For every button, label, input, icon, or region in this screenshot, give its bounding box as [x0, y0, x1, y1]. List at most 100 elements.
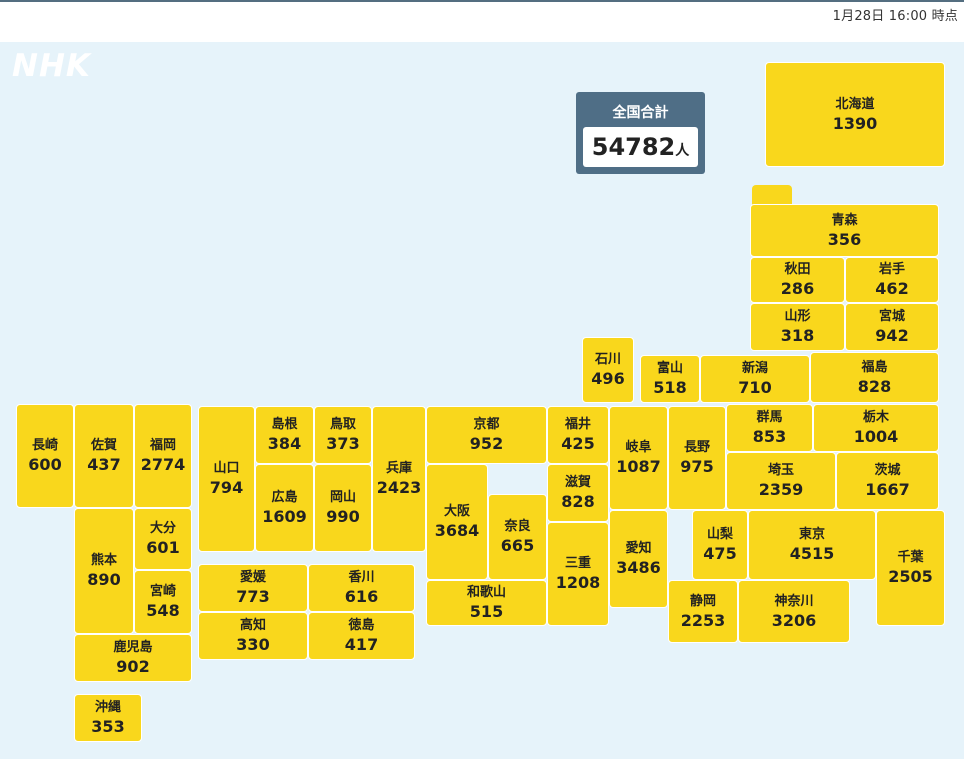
- prefecture-tile: 福井 425: [547, 406, 609, 464]
- prefecture-tile: 香川 616: [308, 564, 415, 612]
- prefecture-value: 794: [209, 478, 244, 497]
- prefecture-name: 岐阜: [625, 440, 652, 455]
- prefecture-tile: 広島 1609: [255, 464, 314, 552]
- prefecture-tile: 岐阜 1087: [609, 406, 668, 510]
- national-total-value: 54782: [591, 133, 676, 161]
- prefecture-name: 三重: [564, 556, 591, 571]
- prefecture-name: 島根: [271, 417, 298, 432]
- prefecture-value: 318: [780, 326, 815, 345]
- prefecture-name: 千葉: [897, 550, 924, 565]
- prefecture-tile: 茨城 1667: [836, 452, 939, 510]
- prefecture-name: 宮城: [878, 309, 905, 324]
- prefecture-tile: 新潟 710: [700, 355, 810, 403]
- prefecture-value: 2359: [758, 480, 804, 499]
- prefecture-name: 愛知: [625, 541, 652, 556]
- prefecture-value: 353: [91, 717, 125, 736]
- prefecture-name: 大阪: [443, 504, 470, 519]
- prefecture-name: 群馬: [756, 410, 783, 425]
- top-divider: [0, 0, 964, 2]
- prefecture-name: 山形: [784, 309, 811, 324]
- prefecture-value: 462: [875, 279, 909, 298]
- prefecture-name: 愛媛: [239, 570, 266, 585]
- prefecture-tile: 山梨 475: [692, 510, 748, 580]
- prefecture-name: 秋田: [784, 262, 811, 277]
- prefecture-value: 3684: [434, 521, 480, 540]
- prefecture-name: 宮崎: [149, 584, 176, 599]
- prefecture-name: 岡山: [329, 490, 356, 505]
- prefecture-value: 2774: [140, 455, 186, 474]
- prefecture-tile: 徳島 417: [308, 612, 415, 660]
- prefecture-value: 2253: [680, 610, 726, 630]
- prefecture-name: 新潟: [741, 361, 768, 376]
- prefecture-tile: 兵庫 2423: [372, 406, 426, 552]
- prefecture-tile: 山口 794: [198, 406, 255, 552]
- prefecture-value: 601: [146, 538, 180, 557]
- prefecture-name: 福井: [564, 417, 591, 432]
- prefecture-value: 890: [87, 570, 121, 589]
- prefecture-value: 356: [827, 229, 862, 249]
- prefecture-value: 975: [680, 457, 714, 476]
- prefecture-value: 2423: [376, 478, 422, 497]
- prefecture-value: 2505: [888, 567, 933, 586]
- prefecture-value: 1004: [853, 427, 899, 446]
- prefecture-tile: 京都 952: [426, 406, 547, 464]
- prefecture-name: 京都: [473, 417, 500, 432]
- prefecture-tile: 熊本 890: [74, 508, 134, 634]
- prefecture-value: 1087: [616, 457, 661, 476]
- prefecture-name: 徳島: [348, 618, 375, 633]
- prefecture-tile: 千葉 2505: [876, 510, 945, 626]
- national-total-value-box: 54782人: [583, 127, 698, 167]
- prefecture-name: 東京: [798, 527, 825, 542]
- prefecture-tile: 岩手 462: [845, 257, 939, 303]
- prefecture-tile: 高知 330: [198, 612, 308, 660]
- prefecture-tile: 栃木 1004: [813, 404, 939, 452]
- nhk-logo: NHK: [12, 48, 91, 84]
- prefecture-tile: 福岡 2774: [134, 404, 192, 508]
- prefecture-tile: 青森 356: [750, 204, 939, 257]
- prefecture-value: 600: [28, 455, 62, 474]
- prefecture-name: 香川: [348, 570, 375, 585]
- prefecture-value: 373: [326, 434, 360, 453]
- prefecture-tile: 富山 518: [640, 355, 700, 403]
- prefecture-name: 長崎: [31, 438, 58, 453]
- prefecture-value: 515: [469, 602, 504, 621]
- prefecture-name: 佐賀: [90, 438, 117, 453]
- timestamp: 1月28日 16:00 時点: [832, 9, 958, 24]
- prefecture-tile: 石川 496: [582, 337, 634, 403]
- prefecture-tile: 滋賀 828: [547, 464, 609, 522]
- japan-prefecture-map: NHK 全国合計 54782人 北海道 1390 青森 356 秋田 286 岩手 462 山形…: [0, 42, 964, 759]
- prefecture-value: 548: [146, 601, 180, 620]
- prefecture-tile: 鹿児島 902: [74, 634, 192, 682]
- national-total-unit: 人: [675, 143, 690, 159]
- prefecture-tile: 長崎 600: [16, 404, 74, 508]
- prefecture-name: 石川: [594, 352, 621, 367]
- prefecture-tile: 山形 318: [750, 303, 845, 351]
- prefecture-value: 496: [591, 369, 625, 388]
- prefecture-value: 665: [500, 536, 535, 555]
- national-total-card: 全国合計 54782人: [576, 92, 705, 174]
- prefecture-name: 山梨: [706, 527, 733, 542]
- prefecture-value: 417: [344, 635, 379, 654]
- prefecture-tile: 長野 975: [668, 406, 726, 510]
- prefecture-name: 青森: [831, 212, 858, 228]
- prefecture-tile: 奈良 665: [488, 494, 547, 580]
- prefecture-value: 3486: [616, 558, 661, 577]
- prefecture-name: 大分: [149, 521, 176, 536]
- prefecture-name: 山口: [213, 461, 240, 476]
- prefecture-name: 茨城: [874, 463, 901, 478]
- prefecture-tile: 秋田 286: [750, 257, 845, 303]
- prefecture-value: 3206: [771, 610, 817, 630]
- prefecture-name: 長野: [683, 440, 710, 455]
- prefecture-tile: 鳥取 373: [314, 406, 372, 464]
- prefecture-value: 437: [87, 455, 121, 474]
- prefecture-name: 熊本: [90, 553, 117, 568]
- prefecture-tile: 愛媛 773: [198, 564, 308, 612]
- prefecture-value: 518: [653, 378, 687, 397]
- prefecture-tile: 福島 828: [810, 352, 939, 403]
- prefecture-name: 鹿児島: [113, 640, 153, 655]
- prefecture-value: 902: [116, 657, 150, 676]
- prefecture-name: 埼玉: [767, 463, 794, 478]
- prefecture-value: 330: [236, 635, 270, 654]
- prefecture-name: 福岡: [149, 438, 176, 453]
- prefecture-tile: 静岡 2253: [668, 580, 738, 643]
